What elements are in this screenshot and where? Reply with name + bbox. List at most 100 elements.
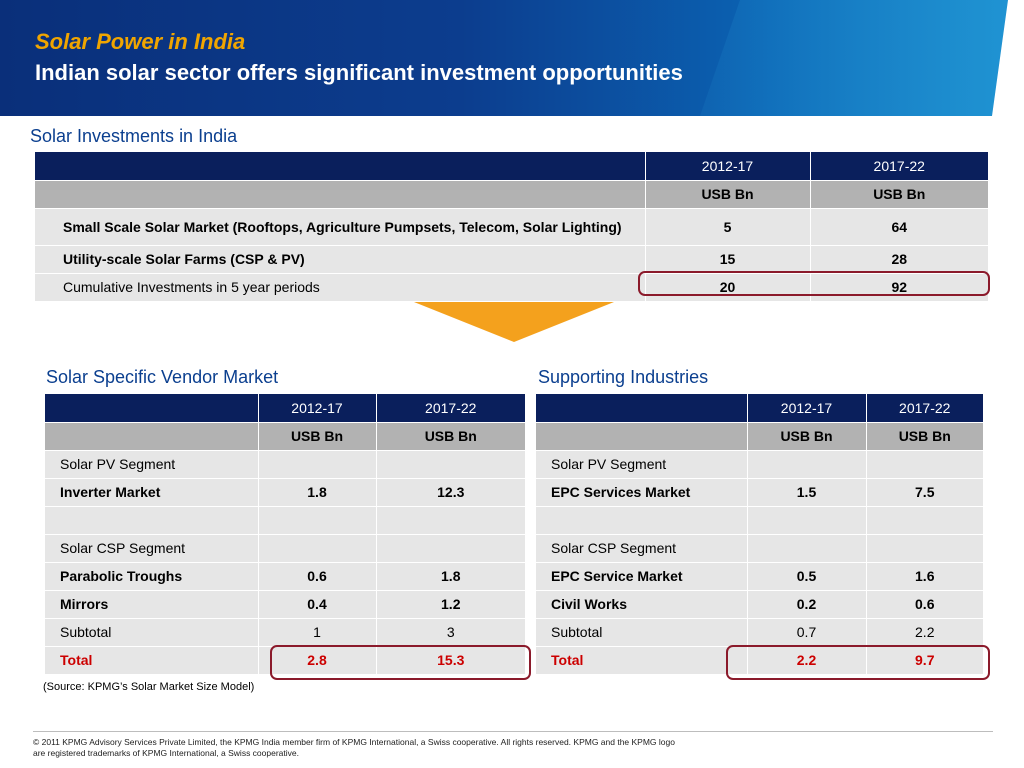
value-cell: 0.6 (258, 562, 377, 591)
unit-cell: USB Bn (866, 422, 983, 451)
value-cell (258, 506, 377, 535)
column-header: 2017-22 (810, 152, 988, 181)
value-cell (866, 534, 983, 563)
value-cell: 0.4 (258, 590, 377, 619)
footer-divider (33, 731, 993, 732)
supporting-industries-table: 2012-17 2017-22 USB Bn USB Bn Solar PV S… (536, 394, 983, 675)
value-cell: 3 (376, 618, 525, 647)
row-label: Solar PV Segment (536, 450, 748, 479)
value-cell: 5 (645, 208, 811, 246)
down-arrow-icon (414, 302, 614, 342)
value-cell: 2.2 (747, 646, 867, 675)
value-cell: 0.2 (747, 590, 867, 619)
value-cell (376, 506, 525, 535)
table-row: Parabolic Troughs 0.6 1.8 (45, 562, 525, 591)
row-label: Solar PV Segment (45, 450, 259, 479)
unit-blank-cell (536, 422, 748, 451)
highlight-box-support-total (726, 645, 990, 680)
table-row: Solar CSP Segment (45, 534, 525, 563)
value-cell: 1.5 (747, 478, 867, 507)
row-label: EPC Service Market (536, 562, 748, 591)
value-cell (376, 534, 525, 563)
value-cell: 28 (810, 245, 988, 274)
value-cell (747, 534, 867, 563)
value-cell: 0.5 (747, 562, 867, 591)
highlight-box-cumulative (638, 271, 990, 296)
source-note: (Source: KPMG’s Solar Market Size Model) (43, 681, 255, 693)
section-title-investments: Solar Investments in India (30, 126, 238, 146)
row-label: Total (536, 646, 748, 675)
value-cell: 1.6 (866, 562, 983, 591)
unit-cell: USB Bn (376, 422, 525, 451)
header-blank-cell (536, 394, 748, 423)
table-row: Small Scale Solar Market (Rooftops, Agri… (35, 208, 988, 246)
table-row: Solar PV Segment (536, 450, 983, 479)
unit-blank-cell (45, 422, 259, 451)
unit-row: USB Bn USB Bn (45, 422, 525, 451)
column-header: 2012-17 (747, 394, 867, 423)
row-label: EPC Services Market (536, 478, 748, 507)
investments-table: 2012-17 2017-22 USB Bn USB Bn Small Scal… (35, 152, 988, 302)
subtotal-row: Subtotal 0.7 2.2 (536, 618, 983, 647)
table-row: Utility-scale Solar Farms (CSP & PV) 15 … (35, 245, 988, 274)
table-row: EPC Services Market 1.5 7.5 (536, 478, 983, 507)
copyright-footer: © 2011 KPMG Advisory Services Private Li… (33, 737, 675, 758)
row-label: Parabolic Troughs (45, 562, 259, 591)
table-row: Solar CSP Segment (536, 534, 983, 563)
table-row: Solar PV Segment (45, 450, 525, 479)
value-cell: 15 (645, 245, 811, 274)
value-cell: 1.8 (258, 478, 377, 507)
table-row: Cumulative Investments in 5 year periods… (35, 273, 988, 302)
unit-row: USB Bn USB Bn (35, 180, 988, 209)
row-label: Solar CSP Segment (536, 534, 748, 563)
value-cell: 7.5 (866, 478, 983, 507)
value-cell (258, 450, 377, 479)
value-cell (376, 450, 525, 479)
row-label: Utility-scale Solar Farms (CSP & PV) (35, 245, 646, 274)
total-row: Total 2.2 9.7 (536, 646, 983, 675)
value-cell: 1 (258, 618, 377, 647)
value-cell: 2.2 (866, 618, 983, 647)
total-row: Total 2.8 15.3 (45, 646, 525, 675)
value-cell: 9.7 (866, 646, 983, 675)
subtotal-row: Subtotal 1 3 (45, 618, 525, 647)
row-label: Cumulative Investments in 5 year periods (35, 273, 646, 302)
table-row (536, 506, 983, 535)
table-row (45, 506, 525, 535)
row-label: Inverter Market (45, 478, 259, 507)
column-header: 2017-22 (376, 394, 525, 423)
vendor-market-table: 2012-17 2017-22 USB Bn USB Bn Solar PV S… (45, 394, 525, 675)
value-cell: 12.3 (376, 478, 525, 507)
row-label (45, 506, 259, 535)
table-row: Inverter Market 1.8 12.3 (45, 478, 525, 507)
unit-cell: USB Bn (810, 180, 988, 209)
highlight-box-vendor-total (270, 645, 531, 680)
unit-row: USB Bn USB Bn (536, 422, 983, 451)
value-cell: 15.3 (376, 646, 525, 675)
value-cell: 2.8 (258, 646, 377, 675)
table-header-row: 2012-17 2017-22 (45, 394, 525, 423)
unit-cell: USB Bn (645, 180, 811, 209)
table-header-row: 2012-17 2017-22 (536, 394, 983, 423)
value-cell: 0.7 (747, 618, 867, 647)
header-blank-cell (45, 394, 259, 423)
column-header: 2017-22 (866, 394, 983, 423)
row-label: Total (45, 646, 259, 675)
unit-cell: USB Bn (258, 422, 377, 451)
section-title-vendor: Solar Specific Vendor Market (46, 367, 279, 387)
value-cell: 92 (810, 273, 988, 302)
table-row: Mirrors 0.4 1.2 (45, 590, 525, 619)
header-sheen (700, 0, 1008, 116)
unit-cell: USB Bn (747, 422, 867, 451)
row-label: Civil Works (536, 590, 748, 619)
row-label: Small Scale Solar Market (Rooftops, Agri… (35, 208, 646, 246)
row-label: Solar CSP Segment (45, 534, 259, 563)
table-header-row: 2012-17 2017-22 (35, 152, 988, 181)
value-cell: 1.8 (376, 562, 525, 591)
section-title-supporting: Supporting Industries (538, 367, 709, 387)
row-label: Mirrors (45, 590, 259, 619)
value-cell (747, 506, 867, 535)
column-header: 2012-17 (645, 152, 811, 181)
row-label (536, 506, 748, 535)
header-blank-cell (35, 152, 646, 181)
